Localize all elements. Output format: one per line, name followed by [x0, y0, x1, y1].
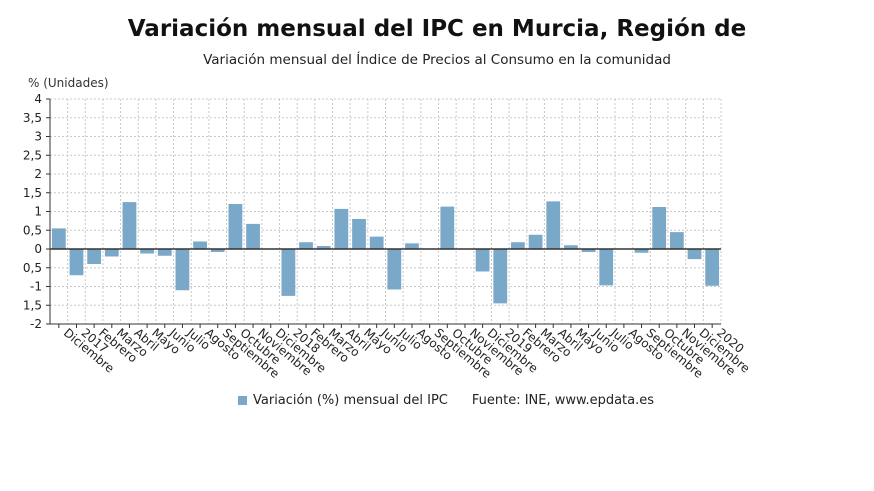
y-tick-label: -1	[30, 280, 42, 294]
x-axis-ticks: Diciembre2017FebreroMarzoAbrilMayoJunioJ…	[58, 324, 753, 381]
y-tick-label: 1,5	[23, 186, 42, 200]
bar	[687, 249, 702, 260]
bar	[581, 249, 596, 252]
bar	[599, 249, 614, 286]
bar	[104, 249, 119, 257]
bar	[705, 249, 720, 286]
bar	[634, 249, 649, 253]
y-tick-label: 3	[34, 130, 42, 144]
y-axis-label: % (Unidades)	[28, 76, 109, 90]
bar	[87, 249, 102, 264]
bar	[475, 249, 490, 272]
bar	[175, 249, 190, 291]
bar	[387, 249, 402, 290]
grid-lines	[49, 98, 722, 325]
bar	[316, 246, 331, 249]
bar	[493, 249, 508, 304]
bar	[440, 206, 455, 249]
bar	[564, 245, 578, 249]
bar	[352, 219, 366, 249]
legend-swatch	[238, 396, 247, 405]
bar	[210, 249, 225, 252]
y-tick-label: 1	[34, 205, 42, 219]
source-note: Fuente: INE, www.epdata.es	[471, 393, 655, 408]
bar	[122, 202, 137, 249]
bar	[528, 234, 543, 249]
y-tick-label: 2	[34, 167, 42, 181]
bar	[246, 223, 260, 249]
bar	[51, 228, 66, 249]
legend-series-label: Variación (%) mensual del IPC	[253, 393, 448, 408]
bar	[193, 241, 207, 249]
y-tick-label: 0	[34, 242, 42, 256]
bar	[369, 236, 384, 249]
bar	[69, 249, 84, 276]
y-tick-label: 2,5	[23, 148, 42, 162]
bar	[281, 249, 296, 296]
y-tick-label: 0,5	[23, 261, 42, 275]
bar	[334, 208, 349, 249]
bar	[228, 204, 243, 249]
bar	[140, 249, 155, 254]
legend: Variación (%) mensual del IPC Fuente: IN…	[238, 393, 654, 408]
y-axis-ticks: -2 1,5 -1 0,5 0 0,5 1 1,5 2 2,5 3 3,5 4	[23, 92, 50, 331]
y-tick-label: 0,5	[23, 223, 42, 237]
chart-title: Variación mensual del IPC en Murcia, Reg…	[127, 16, 747, 42]
bar	[299, 242, 313, 249]
bar	[511, 242, 525, 249]
bar	[405, 243, 419, 249]
bar	[669, 232, 684, 249]
y-tick-label: 3,5	[23, 111, 42, 125]
bar	[157, 249, 172, 256]
y-tick-label: 4	[34, 92, 42, 106]
bar	[652, 207, 667, 249]
y-tick-label: -2	[30, 317, 42, 331]
y-tick-label: 1,5	[23, 298, 42, 312]
bar	[546, 201, 561, 249]
chart-subtitle: Variación mensual del Índice de Precios …	[203, 52, 671, 68]
bar-series	[51, 201, 720, 304]
